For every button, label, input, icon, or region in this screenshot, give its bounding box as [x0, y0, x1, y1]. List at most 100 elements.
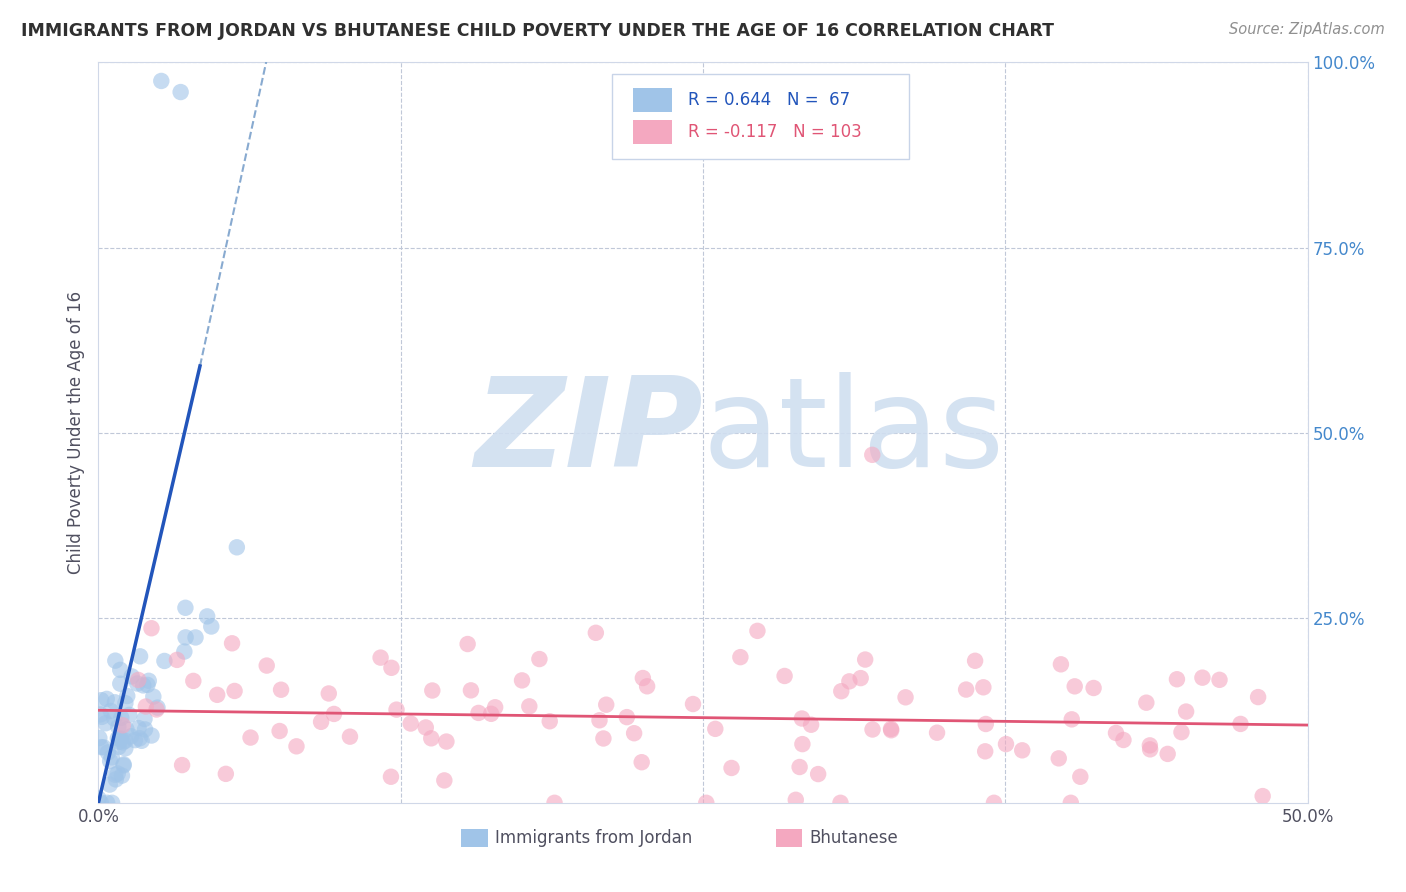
Point: [1069, 770, 1091, 784]
Point: [97, 746, 120, 760]
Point: [128, 721, 150, 735]
Text: R = 0.644   N =  67: R = 0.644 N = 67: [689, 91, 851, 109]
Point: [1191, 671, 1213, 685]
Y-axis label: Child Poverty Under the Age of 16: Child Poverty Under the Age of 16: [66, 291, 84, 574]
Point: [225, 541, 247, 555]
Point: [339, 730, 361, 744]
Point: [1011, 743, 1033, 757]
Point: [224, 684, 246, 698]
Point: [792, 737, 814, 751]
Point: [184, 631, 207, 645]
Point: [166, 653, 188, 667]
Point: [107, 720, 129, 734]
Point: [1063, 679, 1085, 693]
Point: [87, 791, 110, 805]
Point: [720, 761, 742, 775]
Point: [730, 650, 752, 665]
Point: [111, 718, 134, 732]
Point: [285, 739, 308, 754]
Point: [174, 631, 197, 645]
Point: [221, 636, 243, 650]
Point: [616, 710, 638, 724]
Point: [838, 674, 860, 689]
Point: [972, 681, 994, 695]
Point: [93, 740, 115, 755]
Point: [433, 773, 456, 788]
FancyBboxPatch shape: [613, 73, 908, 159]
Point: [695, 796, 717, 810]
Point: [127, 673, 149, 687]
Point: [101, 796, 124, 810]
Point: [1208, 673, 1230, 687]
Point: [830, 684, 852, 698]
Point: [107, 731, 129, 746]
Point: [399, 716, 422, 731]
Point: [104, 768, 127, 782]
Point: [529, 652, 551, 666]
Point: [925, 725, 948, 739]
Point: [785, 793, 807, 807]
Point: [90, 740, 112, 755]
Point: [955, 682, 977, 697]
Point: [860, 448, 883, 462]
Point: [98, 754, 121, 768]
Point: [830, 796, 852, 810]
Point: [90, 796, 112, 810]
Point: [98, 778, 121, 792]
Point: [256, 658, 278, 673]
Point: [543, 796, 565, 810]
Point: [96, 692, 118, 706]
Point: [270, 682, 292, 697]
Point: [704, 722, 727, 736]
Point: [114, 741, 136, 756]
Point: [479, 706, 502, 721]
Point: [1060, 712, 1083, 726]
Point: [89, 707, 111, 722]
Point: [145, 702, 167, 716]
Point: [380, 661, 402, 675]
Point: [138, 673, 160, 688]
Point: [1251, 789, 1274, 803]
Point: [134, 723, 156, 737]
Point: [150, 74, 173, 88]
Point: [517, 699, 540, 714]
Point: [588, 714, 610, 728]
Text: Immigrants from Jordan: Immigrants from Jordan: [495, 830, 692, 847]
Point: [127, 676, 149, 690]
Point: [129, 649, 152, 664]
Bar: [776, 829, 803, 847]
Point: [380, 770, 402, 784]
Point: [983, 796, 1005, 810]
Text: IMMIGRANTS FROM JORDAN VS BHUTANESE CHILD POVERTY UNDER THE AGE OF 16 CORRELATIO: IMMIGRANTS FROM JORDAN VS BHUTANESE CHIL…: [21, 22, 1054, 40]
Point: [1170, 725, 1192, 739]
Point: [457, 637, 479, 651]
Point: [132, 678, 155, 692]
Point: [592, 731, 614, 746]
Text: atlas: atlas: [703, 372, 1005, 493]
Point: [484, 700, 506, 714]
Point: [195, 609, 218, 624]
Point: [853, 652, 876, 666]
Point: [115, 723, 138, 737]
Point: [585, 625, 607, 640]
Point: [420, 683, 443, 698]
Point: [747, 624, 769, 638]
Point: [121, 669, 143, 683]
Point: [595, 698, 617, 712]
Point: [136, 678, 159, 692]
Bar: [461, 829, 488, 847]
Point: [142, 690, 165, 704]
Point: [1175, 705, 1198, 719]
Point: [90, 710, 112, 724]
Point: [205, 688, 228, 702]
Point: [100, 704, 122, 718]
Point: [800, 717, 823, 731]
Point: [110, 676, 132, 690]
Point: [134, 712, 156, 726]
Point: [112, 757, 135, 772]
Point: [110, 711, 132, 725]
Point: [323, 706, 346, 721]
Point: [173, 644, 195, 658]
Text: R = -0.117   N = 103: R = -0.117 N = 103: [689, 123, 862, 141]
Point: [141, 729, 163, 743]
